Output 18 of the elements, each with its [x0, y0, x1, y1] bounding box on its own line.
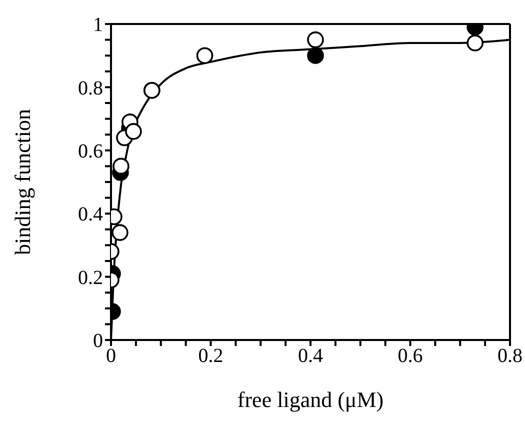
x-axis-title: free ligand (μM)	[237, 387, 384, 412]
point	[307, 31, 324, 48]
point	[112, 158, 130, 175]
x-tick-label: 0.8	[498, 345, 522, 368]
y-tick-label: 0.6	[78, 140, 103, 162]
y-tick-label: 0.8	[78, 77, 103, 100]
x-tick-label: 0.4	[298, 345, 323, 368]
point	[466, 34, 484, 52]
y-tick-label: 0.2	[78, 266, 103, 289]
y-tick-label: 0	[93, 330, 103, 352]
point	[196, 47, 214, 64]
x-tick-label: 0.2	[198, 345, 224, 368]
y-axis-title: binding function	[10, 108, 35, 256]
y-tick-label: 0.4	[78, 204, 103, 226]
point	[125, 123, 142, 140]
x-tick-label: 0.6	[398, 345, 423, 368]
point	[112, 224, 128, 241]
y-tick-label: 1	[93, 14, 103, 36]
